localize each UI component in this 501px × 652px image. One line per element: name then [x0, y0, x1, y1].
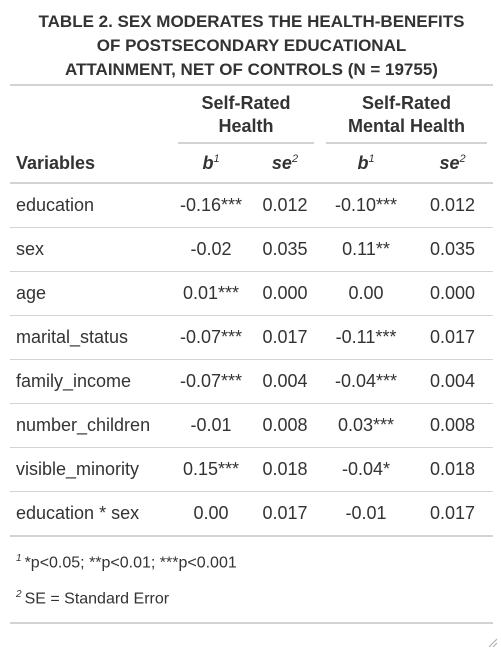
footnote-standard-error: 2 SE = Standard Error	[16, 579, 487, 615]
title-rule	[10, 84, 493, 86]
table-title-line-3: ATTAINMENT, NET OF CONTROLS (N = 19755)	[65, 60, 438, 79]
spanner-self-rated-health: Self-Rated Health	[172, 86, 320, 144]
table-row: marital_status -0.07*** 0.017 -0.11*** 0…	[10, 315, 494, 360]
row-variable: visible_minority	[10, 447, 172, 492]
row-variable: sex	[10, 227, 172, 272]
row-b-health: -0.07***	[172, 315, 250, 360]
row-se-mental: 0.017	[412, 315, 494, 360]
table-title: TABLE 2. SEX MODERATES THE HEALTH-BENEFI…	[10, 10, 493, 84]
row-b-health: 0.15***	[172, 447, 250, 492]
spanner-left-line-1: Self-Rated	[201, 93, 291, 113]
table-row: number_children -0.01 0.008 0.03*** 0.00…	[10, 403, 494, 448]
spanner-left-line-2: Health	[218, 116, 274, 136]
row-b-mental: 0.00	[320, 271, 413, 316]
spanner-self-rated-mental-health: Self-Rated Mental Health	[320, 86, 493, 144]
row-se-mental: 0.017	[412, 491, 494, 537]
column-header-se-health: se2	[250, 144, 321, 184]
spanner-right-line-1: Self-Rated	[362, 93, 452, 113]
table-row: family_income -0.07*** 0.004 -0.04*** 0.…	[10, 359, 494, 404]
footnote-mark: 1	[16, 553, 22, 564]
table-row: sex -0.02 0.035 0.11** 0.035	[10, 227, 494, 272]
footnote-significance: 1 *p<0.05; **p<0.01; ***p<0.001	[16, 543, 487, 579]
table-row: visible_minority 0.15*** 0.018 -0.04* 0.…	[10, 447, 494, 492]
row-b-health: -0.07***	[172, 359, 250, 404]
row-se-mental: 0.018	[412, 447, 494, 492]
column-header-b-health: b1	[172, 144, 250, 184]
row-se-health: 0.017	[250, 315, 321, 360]
row-variable: age	[10, 271, 172, 316]
row-se-mental: 0.004	[412, 359, 494, 404]
table-row: education * sex 0.00 0.017 -0.01 0.017	[10, 491, 494, 537]
row-se-mental: 0.012	[412, 183, 494, 228]
row-se-health: 0.017	[250, 491, 321, 537]
table-row: age 0.01*** 0.000 0.00 0.000	[10, 271, 494, 316]
spanner-row: Self-Rated Health Self-Rated Mental Heal…	[10, 86, 493, 144]
results-table: Self-Rated Health Self-Rated Mental Heal…	[10, 86, 494, 537]
row-se-mental: 0.008	[412, 403, 494, 448]
column-header-se-mental: se2	[412, 144, 494, 184]
row-b-mental: -0.11***	[320, 315, 413, 360]
column-header-row: Variables b1 se2 b1 se2	[10, 144, 494, 184]
row-se-health: 0.012	[250, 183, 321, 228]
footnote-text: *p<0.05; **p<0.01; ***p<0.001	[24, 554, 237, 572]
column-header-b-mental: b1	[320, 144, 413, 184]
row-b-health: 0.00	[172, 491, 250, 537]
table-title-line-1: TABLE 2. SEX MODERATES THE HEALTH-BENEFI…	[38, 12, 465, 31]
resize-handle-icon[interactable]	[487, 634, 498, 648]
row-b-mental: 0.03***	[320, 403, 413, 448]
regression-table: TABLE 2. SEX MODERATES THE HEALTH-BENEFI…	[10, 10, 494, 624]
spanner-empty	[10, 86, 172, 144]
row-variable: number_children	[10, 403, 172, 448]
row-se-mental: 0.000	[412, 271, 494, 316]
row-variable: education * sex	[10, 491, 172, 537]
row-variable: family_income	[10, 359, 172, 404]
table-footnotes: 1 *p<0.05; **p<0.01; ***p<0.001 2 SE = Sta…	[10, 537, 493, 624]
row-b-health: 0.01***	[172, 271, 250, 316]
row-se-health: 0.008	[250, 403, 321, 448]
row-variable: education	[10, 183, 172, 228]
row-se-health: 0.018	[250, 447, 321, 492]
row-b-health: -0.01	[172, 403, 250, 448]
spanner-right-line-2: Mental Health	[348, 116, 466, 136]
row-se-health: 0.004	[250, 359, 321, 404]
row-se-health: 0.000	[250, 271, 321, 316]
row-b-mental: -0.10***	[320, 183, 413, 228]
row-se-mental: 0.035	[412, 227, 494, 272]
footnote-text: SE = Standard Error	[24, 590, 170, 608]
row-b-mental: 0.11**	[320, 227, 413, 272]
table-row: education -0.16*** 0.012 -0.10*** 0.012	[10, 183, 494, 228]
table-title-line-2: OF POSTSECONDARY EDUCATIONAL	[96, 36, 407, 55]
footnote-mark: 2	[16, 589, 22, 601]
column-header-variables: Variables	[10, 144, 172, 184]
row-b-mental: -0.04*	[320, 447, 413, 492]
row-variable: marital_status	[10, 315, 172, 360]
row-se-health: 0.035	[250, 227, 321, 272]
row-b-mental: -0.04***	[320, 359, 413, 404]
row-b-mental: -0.01	[320, 491, 413, 537]
row-b-health: -0.16***	[172, 183, 250, 228]
row-b-health: -0.02	[172, 227, 250, 272]
